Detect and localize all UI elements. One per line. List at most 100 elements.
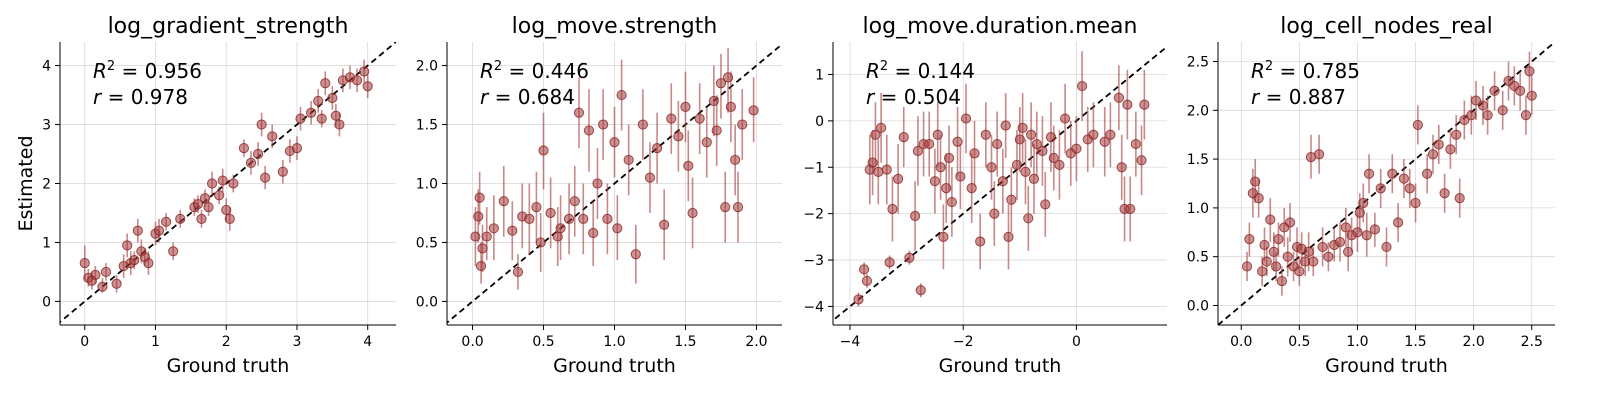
- data-point: [680, 101, 691, 112]
- data-point: [732, 201, 744, 213]
- plot-content: [1218, 42, 1555, 325]
- x-tick-label: 2.0: [745, 334, 767, 350]
- data-point: [909, 210, 921, 222]
- x-tick-label: −4: [840, 334, 861, 350]
- data-point: [1343, 246, 1354, 257]
- y-tick-label: 0: [815, 114, 824, 130]
- plot-content: [447, 43, 782, 324]
- data-point: [1003, 231, 1014, 242]
- data-point: [1259, 239, 1270, 251]
- data-point: [161, 216, 172, 227]
- x-tick-label: 2: [222, 334, 231, 350]
- data-point: [507, 225, 518, 236]
- data-point: [1257, 266, 1268, 277]
- data-point: [1241, 261, 1253, 272]
- data-point: [327, 92, 338, 104]
- data-point: [132, 225, 143, 236]
- data-point: [260, 172, 271, 183]
- data-point: [1404, 183, 1415, 194]
- data-point: [898, 132, 909, 143]
- data-point: [683, 160, 694, 171]
- data-point: [1433, 139, 1444, 150]
- data-point: [989, 208, 1000, 219]
- data-point: [887, 203, 898, 215]
- data-point: [583, 125, 595, 136]
- data-point: [1334, 236, 1346, 248]
- plot-content: [833, 45, 1167, 322]
- data-point: [475, 260, 487, 272]
- data-point: [224, 213, 235, 224]
- data-point: [1393, 217, 1404, 228]
- data-point: [1139, 99, 1150, 110]
- data-point: [1451, 129, 1462, 140]
- data-point: [598, 119, 609, 130]
- y-tick-label: −4: [803, 299, 824, 315]
- data-point: [637, 119, 648, 130]
- data-point: [320, 78, 331, 89]
- data-point: [1113, 92, 1124, 103]
- data-point: [192, 199, 204, 210]
- data-point: [1439, 188, 1450, 199]
- x-tick-label: 2.0: [1463, 334, 1485, 350]
- data-point: [524, 213, 535, 224]
- x-tick-label: 4: [363, 334, 372, 350]
- data-point: [330, 110, 341, 121]
- y-tick-label: 2: [42, 177, 51, 193]
- data-point: [470, 231, 481, 242]
- data-point: [912, 145, 924, 157]
- y-tick-label: 1: [815, 67, 824, 83]
- data-point: [893, 173, 904, 184]
- x-tick-label: 0: [1072, 334, 1081, 350]
- data-point: [975, 236, 986, 247]
- data-point: [1088, 129, 1099, 140]
- x-tick-label: 1.5: [674, 334, 696, 350]
- data-point: [359, 66, 370, 77]
- y-tick-label: 4: [42, 59, 51, 75]
- data-point: [538, 145, 549, 156]
- data-point: [238, 143, 250, 154]
- data-point: [295, 113, 306, 124]
- data-point: [79, 257, 90, 269]
- data-point: [1515, 85, 1526, 96]
- data-point: [1136, 155, 1147, 166]
- data-point: [1445, 144, 1456, 155]
- data-point: [1387, 168, 1398, 179]
- x-tick-label: 0.0: [461, 334, 483, 350]
- chart-title: log_cell_nodes_real: [1280, 14, 1492, 39]
- data-point: [1410, 197, 1421, 209]
- data-point: [168, 246, 179, 257]
- data-point: [737, 119, 748, 130]
- data-point: [859, 264, 870, 275]
- data-point: [97, 281, 108, 292]
- pearson-r-annotation: r = 0.684: [480, 85, 575, 109]
- data-point: [609, 137, 620, 148]
- y-tick-label: 2.0: [416, 59, 438, 75]
- data-point: [362, 81, 373, 92]
- data-point: [616, 89, 627, 101]
- data-point: [1477, 100, 1489, 111]
- x-tick-label: 1: [151, 334, 160, 350]
- data-point: [666, 113, 677, 124]
- data-point: [870, 129, 881, 140]
- x-tick-label: 0.5: [532, 334, 554, 350]
- data-point: [1244, 234, 1255, 245]
- data-point: [861, 275, 873, 287]
- data-point: [256, 119, 267, 130]
- data-point: [555, 223, 566, 234]
- y-tick-label: 0: [42, 294, 51, 310]
- data-point: [1250, 176, 1261, 187]
- data-point: [563, 213, 575, 224]
- data-point: [1130, 138, 1141, 150]
- x-axis-label: Ground truth: [939, 355, 1062, 377]
- data-point: [267, 131, 278, 142]
- y-tick-label: 0.0: [416, 294, 438, 310]
- data-point: [612, 223, 623, 234]
- data-point: [711, 125, 722, 136]
- data-point: [1026, 129, 1037, 140]
- y-tick-label: 3: [42, 118, 51, 134]
- chart-title: log_move.strength: [512, 14, 718, 39]
- data-point: [725, 101, 736, 112]
- data-point: [199, 193, 211, 204]
- data-point: [334, 119, 345, 130]
- data-point: [1116, 162, 1127, 173]
